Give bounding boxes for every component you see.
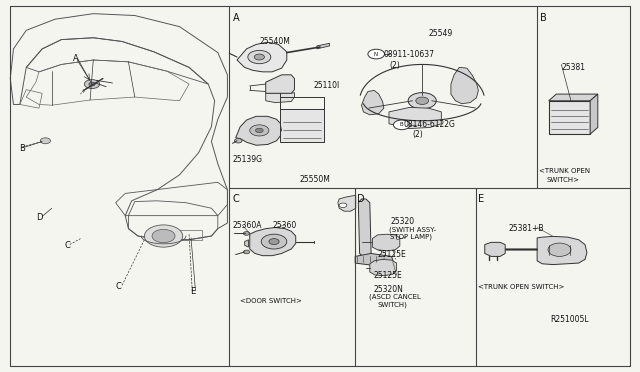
Polygon shape <box>389 108 442 129</box>
Text: 25125E: 25125E <box>378 250 406 259</box>
Text: 08911-10637: 08911-10637 <box>384 50 435 59</box>
Text: 25540M: 25540M <box>259 37 290 46</box>
Text: C: C <box>65 241 70 250</box>
Text: STOP LAMP): STOP LAMP) <box>390 234 432 240</box>
Text: D: D <box>357 194 365 204</box>
Text: (2): (2) <box>413 130 423 140</box>
Text: 25360A: 25360A <box>232 221 262 230</box>
Text: 25320: 25320 <box>390 217 414 226</box>
Text: C: C <box>232 194 239 204</box>
Circle shape <box>408 93 436 109</box>
Bar <box>548 101 590 134</box>
Text: (2): (2) <box>389 61 400 70</box>
Circle shape <box>145 225 182 247</box>
Circle shape <box>394 120 410 130</box>
Bar <box>280 109 324 142</box>
Text: 25360: 25360 <box>272 221 296 230</box>
Circle shape <box>152 230 175 243</box>
Text: B: B <box>399 122 403 127</box>
Text: C: C <box>116 282 122 291</box>
Text: B: B <box>540 13 547 23</box>
Text: 25381: 25381 <box>561 63 586 72</box>
Polygon shape <box>237 42 287 72</box>
Polygon shape <box>358 199 371 257</box>
Polygon shape <box>484 242 505 256</box>
Polygon shape <box>317 43 330 49</box>
Circle shape <box>243 232 250 235</box>
Polygon shape <box>537 236 587 264</box>
Text: SWITCH>: SWITCH> <box>547 177 580 183</box>
Text: A: A <box>73 54 79 62</box>
Polygon shape <box>372 234 400 251</box>
Bar <box>164 231 202 240</box>
Circle shape <box>548 243 571 256</box>
Polygon shape <box>338 195 356 211</box>
Text: 25320N: 25320N <box>373 285 403 294</box>
Polygon shape <box>355 253 394 267</box>
Polygon shape <box>236 116 282 145</box>
Circle shape <box>248 50 271 64</box>
Polygon shape <box>590 94 598 134</box>
Text: 25125E: 25125E <box>373 271 402 280</box>
Circle shape <box>84 80 100 89</box>
Circle shape <box>368 49 385 59</box>
Polygon shape <box>244 240 248 247</box>
Circle shape <box>416 97 429 105</box>
Text: B: B <box>19 144 25 153</box>
Polygon shape <box>451 67 478 104</box>
Circle shape <box>255 128 263 133</box>
Circle shape <box>339 203 347 208</box>
Text: E: E <box>478 194 484 204</box>
Circle shape <box>261 234 287 249</box>
Circle shape <box>234 138 242 143</box>
Circle shape <box>243 250 250 254</box>
Text: (SWITH ASSY-: (SWITH ASSY- <box>389 226 436 232</box>
Text: SWITCH): SWITCH) <box>378 301 407 308</box>
Polygon shape <box>266 93 294 103</box>
Text: A: A <box>232 13 239 23</box>
Text: 25381+B: 25381+B <box>508 224 544 233</box>
Circle shape <box>40 138 51 144</box>
Text: D: D <box>36 213 42 222</box>
Text: 08146-6122G: 08146-6122G <box>403 120 455 129</box>
Polygon shape <box>250 228 296 256</box>
Text: 25139G: 25139G <box>232 155 262 164</box>
Polygon shape <box>370 259 397 276</box>
Text: N: N <box>374 52 378 57</box>
Polygon shape <box>266 75 294 93</box>
Text: R251005L: R251005L <box>550 315 589 324</box>
Text: 25550M: 25550M <box>300 175 330 184</box>
Text: E: E <box>189 287 195 296</box>
Text: (ASCD CANCEL: (ASCD CANCEL <box>369 294 421 301</box>
Text: <TRUNK OPEN: <TRUNK OPEN <box>539 168 590 174</box>
Text: <TRUNK OPEN SWITCH>: <TRUNK OPEN SWITCH> <box>478 284 564 290</box>
Circle shape <box>269 238 279 244</box>
Polygon shape <box>362 90 384 115</box>
Text: <DOOR SWITCH>: <DOOR SWITCH> <box>240 298 302 304</box>
Polygon shape <box>548 94 598 101</box>
Circle shape <box>254 54 264 60</box>
Text: 25110I: 25110I <box>314 81 340 90</box>
Circle shape <box>89 82 95 86</box>
Text: 25549: 25549 <box>429 29 453 38</box>
Circle shape <box>250 125 269 136</box>
